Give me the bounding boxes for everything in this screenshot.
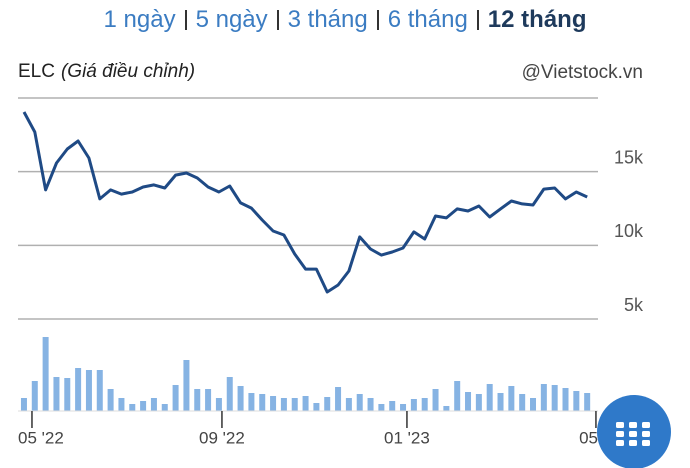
volume-bar [291,398,298,411]
volume-bar [20,398,27,411]
volume-bar [497,393,504,411]
range-tabs: 1 ngày 5 ngày 3 tháng 6 tháng 12 tháng [0,6,690,34]
x-tick-label: 05 '22 [18,428,64,447]
range-tab[interactable]: 3 tháng [287,6,368,33]
volume-bar [161,404,168,411]
volume-bar [465,392,472,411]
y-tick-label: 5k [624,295,644,315]
range-tab[interactable]: 12 tháng [487,6,587,33]
volume-bar [96,370,103,411]
volume-bar [183,360,190,411]
volume-bar [508,386,515,411]
volume-bar [313,403,320,411]
volume-bar [519,394,526,411]
volume-bar [270,396,277,411]
volume-bar [454,381,461,411]
volume-bar [356,394,363,411]
volume-bar [302,396,309,411]
volume-bar [118,398,125,411]
volume-bar [335,387,342,411]
volume-bar [486,384,493,411]
price-line [22,111,588,294]
volume-bar [64,378,71,411]
volume-bar [259,394,266,411]
volume-bar [421,398,428,411]
menu-icon[interactable] [616,422,650,446]
tab-separator [376,10,379,30]
volume-bar [205,389,212,411]
volume-bar [140,401,147,411]
subtitle: (Giá điều chỉnh) [61,61,195,82]
x-tick-label: 05 [579,428,598,447]
source: @Vietstock.vn [522,62,643,83]
volume-bar [443,406,450,411]
symbol: ELC [18,61,55,82]
volume-bar [150,398,157,411]
volume-bar [551,385,558,411]
volume-bar [31,381,38,411]
volume-bar [226,377,233,411]
volume-bar [378,404,385,411]
volume-bar [540,384,547,411]
volume-bar [432,389,439,411]
volume-bar [237,386,244,411]
tab-separator [184,10,187,30]
x-tick-label: 01 '23 [384,428,430,447]
volume-bar [129,404,136,411]
volume-bar [410,399,417,411]
volume-bar [215,398,222,411]
volume-bar [324,397,331,411]
volume-bar [573,391,580,411]
volume-bar [75,368,82,411]
tab-separator [276,10,279,30]
volume-bar [367,398,374,411]
volume-bar [475,394,482,411]
range-tab[interactable]: 5 ngày [195,6,268,33]
volume-bar [172,385,179,411]
tab-separator [476,10,479,30]
volume-bar [194,389,201,411]
volume-bar [345,398,352,411]
volume-bar [53,377,60,411]
volume-bar [584,393,591,411]
volume-bar [85,370,92,411]
y-tick-label: 15k [614,147,644,167]
volume-bar [42,337,49,411]
x-tick-label: 09 '22 [199,428,245,447]
y-tick-label: 10k [614,221,644,241]
volume-bar [248,393,255,411]
volume-bar [400,404,407,411]
volume-bar [530,398,537,411]
range-tab[interactable]: 1 ngày [103,6,176,33]
volume-bar [562,388,569,411]
chart-header: ELC (Giá điều chỉnh) [18,61,195,82]
volume-bar [280,398,287,411]
volume-bar [389,401,396,411]
volume-bar [107,389,114,411]
menu-button[interactable] [597,395,671,468]
range-tab[interactable]: 6 tháng [387,6,468,33]
